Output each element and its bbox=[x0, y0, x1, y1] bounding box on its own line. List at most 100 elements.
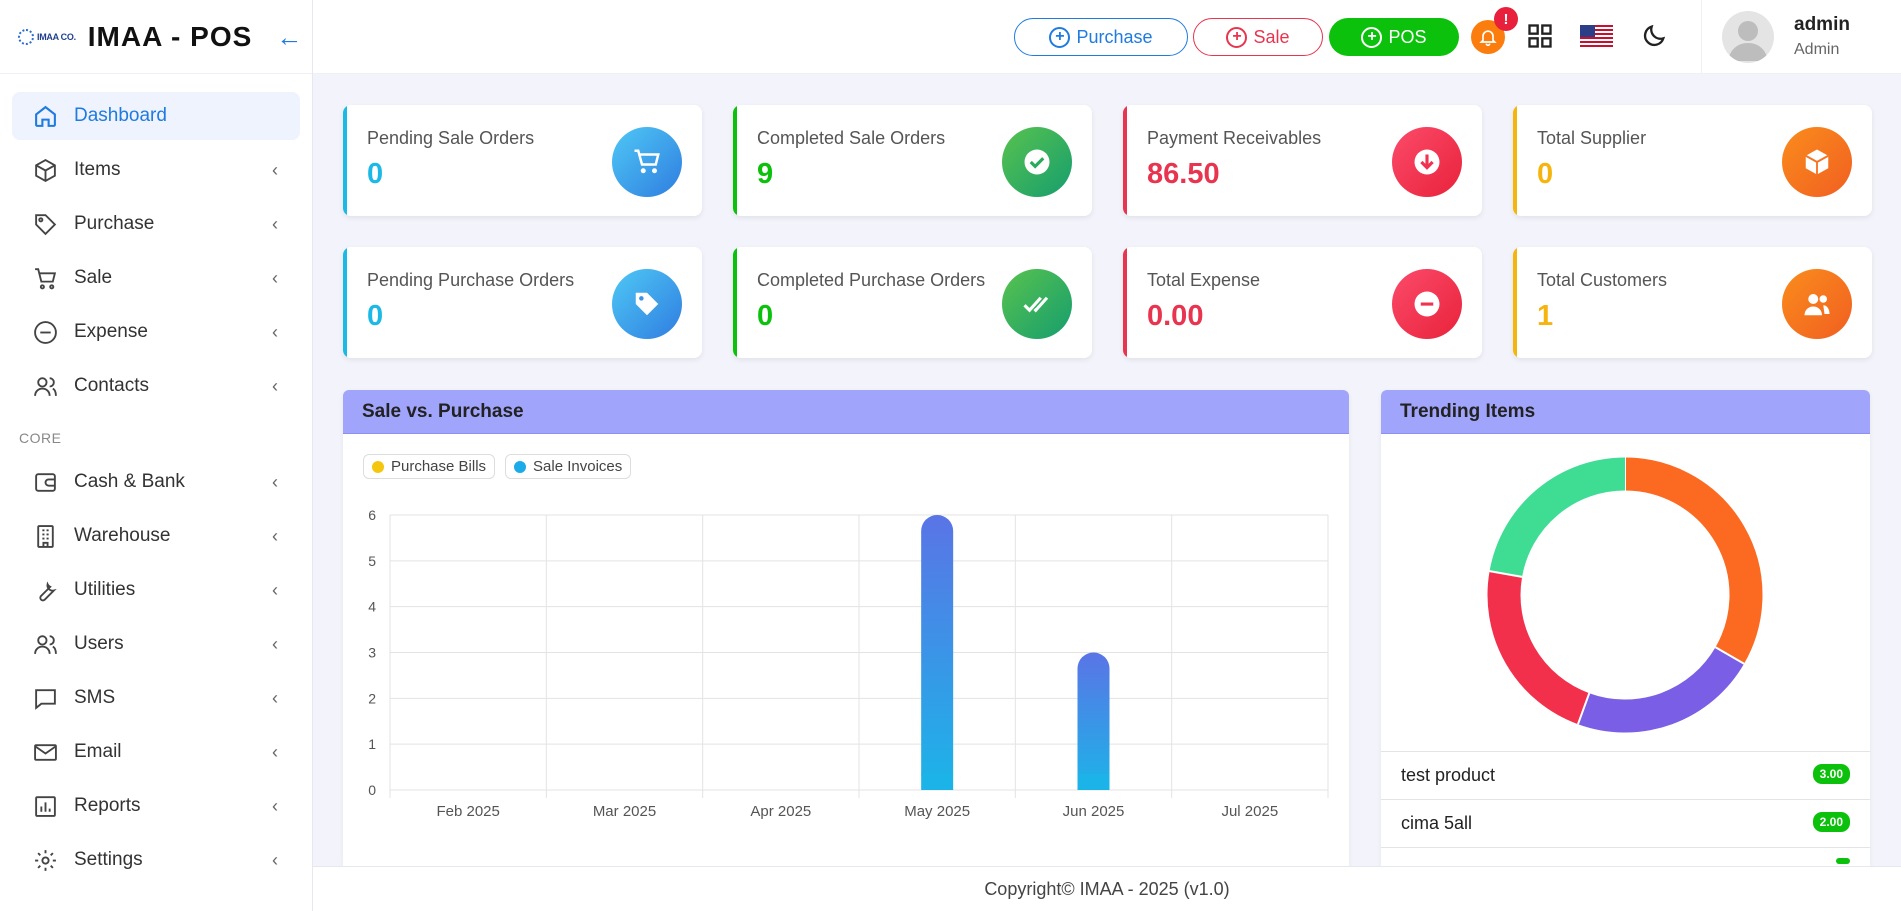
sale-vs-purchase-panel: Sale vs. Purchase Purchase Bills Sale In… bbox=[343, 390, 1349, 866]
sidebar-item-settings[interactable]: Settings ‹ bbox=[12, 836, 300, 884]
sidebar-item-expense[interactable]: Expense ‹ bbox=[12, 308, 300, 356]
sidebar-item-warehouse[interactable]: Warehouse ‹ bbox=[12, 512, 300, 560]
donut-slice bbox=[1624, 457, 1763, 664]
user-role: Admin bbox=[1794, 41, 1840, 58]
sidebar-item-label: Sale bbox=[74, 267, 113, 288]
legend-label: Purchase Bills bbox=[391, 458, 487, 475]
sidebar-item-label: Settings bbox=[74, 849, 143, 870]
check-circle-icon bbox=[1002, 127, 1072, 197]
mail-icon bbox=[32, 739, 58, 765]
sidebar-item-utilities[interactable]: Utilities ‹ bbox=[12, 566, 300, 614]
donut-slice bbox=[1487, 571, 1590, 725]
chevron-left-icon: ‹ bbox=[272, 160, 278, 180]
chevron-left-icon: ‹ bbox=[272, 634, 278, 654]
plus-circle-icon: + bbox=[1226, 26, 1248, 48]
sidebar-item-label: Reports bbox=[74, 795, 141, 816]
pos-button[interactable]: + POS bbox=[1329, 18, 1459, 56]
card-completed-purchase-orders[interactable]: Completed Purchase Orders 0 bbox=[733, 247, 1092, 358]
trending-item-row[interactable]: test product 3.00 bbox=[1381, 751, 1870, 799]
trending-item-qty-badge: 2.00 bbox=[1812, 812, 1850, 832]
sidebar-item-label: Cash & Bank bbox=[74, 471, 185, 492]
trending-item-qty-badge: 3.00 bbox=[1812, 764, 1850, 784]
panel-title: Trending Items bbox=[1381, 390, 1870, 434]
trending-items-panel: Trending Items test product 3.00 cima 5a… bbox=[1381, 390, 1870, 866]
x-tick-label: May 2025 bbox=[904, 803, 970, 820]
card-label: Total Customers bbox=[1537, 270, 1668, 290]
bar-sale-invoices bbox=[1077, 652, 1110, 790]
collapse-sidebar-arrow-icon[interactable]: ← bbox=[276, 21, 303, 52]
sidebar-item-purchase[interactable]: Purchase ‹ bbox=[12, 200, 300, 248]
chevron-left-icon: ‹ bbox=[272, 850, 278, 870]
users-icon bbox=[32, 631, 58, 657]
tag-icon bbox=[612, 269, 682, 339]
avatar bbox=[1722, 11, 1774, 63]
card-label: Pending Purchase Orders bbox=[367, 270, 575, 290]
users-icon bbox=[32, 373, 58, 399]
chevron-left-icon: ‹ bbox=[272, 742, 278, 762]
add-purchase-label: Purchase bbox=[1076, 26, 1153, 47]
card-total-supplier[interactable]: Total Supplier 0 bbox=[1513, 105, 1872, 216]
trending-item-row[interactable]: cima 5all 2.00 bbox=[1381, 799, 1870, 847]
double-check-icon bbox=[1002, 269, 1072, 339]
sidebar-item-label: Email bbox=[74, 741, 122, 762]
legend-item-sale-invoices[interactable]: Sale Invoices bbox=[505, 454, 632, 479]
card-value: 0 bbox=[367, 300, 384, 332]
us-flag-icon[interactable] bbox=[1580, 25, 1613, 49]
panel-title: Sale vs. Purchase bbox=[343, 390, 1349, 434]
legend-item-purchase-bills[interactable]: Purchase Bills bbox=[363, 454, 496, 479]
card-completed-sale-orders[interactable]: Completed Sale Orders 9 bbox=[733, 105, 1092, 216]
sidebar-item-email[interactable]: Email ‹ bbox=[12, 728, 300, 776]
sidebar-item-dashboard[interactable]: Dashboard bbox=[12, 92, 300, 140]
user-name: admin bbox=[1794, 14, 1850, 35]
chevron-left-icon: ‹ bbox=[272, 214, 278, 234]
bar-base bbox=[1077, 774, 1110, 790]
add-purchase-button[interactable]: + Purchase bbox=[1014, 18, 1188, 56]
sidebar-item-reports[interactable]: Reports ‹ bbox=[12, 782, 300, 830]
card-value: 0 bbox=[757, 300, 774, 332]
sidebar-nav: Dashboard Items ‹ Purchase ‹ Sale ‹ bbox=[0, 74, 312, 884]
chart-legend: Purchase Bills Sale Invoices bbox=[363, 454, 632, 479]
gear-icon bbox=[32, 847, 58, 873]
sidebar-item-label: Items bbox=[74, 159, 121, 180]
minus-circle-icon bbox=[1392, 269, 1462, 339]
user-menu[interactable]: admin Admin bbox=[1701, 0, 1868, 74]
legend-swatch bbox=[372, 460, 384, 473]
plus-circle-icon: + bbox=[1049, 26, 1071, 48]
sidebar-item-cash-bank[interactable]: Cash & Bank ‹ bbox=[12, 458, 300, 506]
bar-base bbox=[921, 774, 954, 790]
brand: IMAA CO. IMAA - POS ← bbox=[0, 0, 312, 74]
dark-mode-moon-icon[interactable] bbox=[1640, 22, 1668, 55]
card-payment-receivables[interactable]: Payment Receivables 86.50 bbox=[1123, 105, 1482, 216]
x-tick-label: Feb 2025 bbox=[436, 803, 499, 820]
box-icon bbox=[1782, 127, 1852, 197]
card-total-expense[interactable]: Total Expense 0.00 bbox=[1123, 247, 1482, 358]
y-tick-label: 2 bbox=[368, 690, 376, 706]
y-tick-label: 4 bbox=[368, 599, 376, 615]
sidebar-item-sale[interactable]: Sale ‹ bbox=[12, 254, 300, 302]
apps-grid-icon[interactable] bbox=[1526, 22, 1554, 55]
sidebar-item-label: Dashboard bbox=[74, 105, 167, 126]
add-sale-button[interactable]: + Sale bbox=[1193, 18, 1323, 56]
notification-bell-icon[interactable] bbox=[1471, 20, 1505, 54]
sidebar-item-sms[interactable]: SMS ‹ bbox=[12, 674, 300, 722]
card-value: 0 bbox=[1537, 158, 1554, 190]
card-pending-purchase-orders[interactable]: Pending Purchase Orders 0 bbox=[343, 247, 702, 358]
sidebar-item-users[interactable]: Users ‹ bbox=[12, 620, 300, 668]
legend-label: Sale Invoices bbox=[533, 458, 623, 475]
x-tick-label: Jul 2025 bbox=[1221, 803, 1278, 820]
sidebar-item-items[interactable]: Items ‹ bbox=[12, 146, 300, 194]
sidebar-item-contacts[interactable]: Contacts ‹ bbox=[12, 362, 300, 410]
card-label: Total Expense bbox=[1147, 270, 1261, 290]
donut-separator bbox=[1577, 692, 1591, 725]
card-value: 9 bbox=[757, 158, 774, 190]
bar-sale-invoices bbox=[921, 515, 954, 790]
arrow-down-circle-icon bbox=[1392, 127, 1462, 197]
donut-separator bbox=[1714, 646, 1745, 665]
trending-item-row-partial[interactable] bbox=[1381, 847, 1870, 866]
donut-slice bbox=[1577, 646, 1745, 733]
chevron-left-icon: ‹ bbox=[272, 526, 278, 546]
card-pending-sale-orders[interactable]: Pending Sale Orders 0 bbox=[343, 105, 702, 216]
card-total-customers[interactable]: Total Customers 1 bbox=[1513, 247, 1872, 358]
trending-item-name: test product bbox=[1401, 765, 1496, 785]
wallet-icon bbox=[32, 469, 58, 495]
